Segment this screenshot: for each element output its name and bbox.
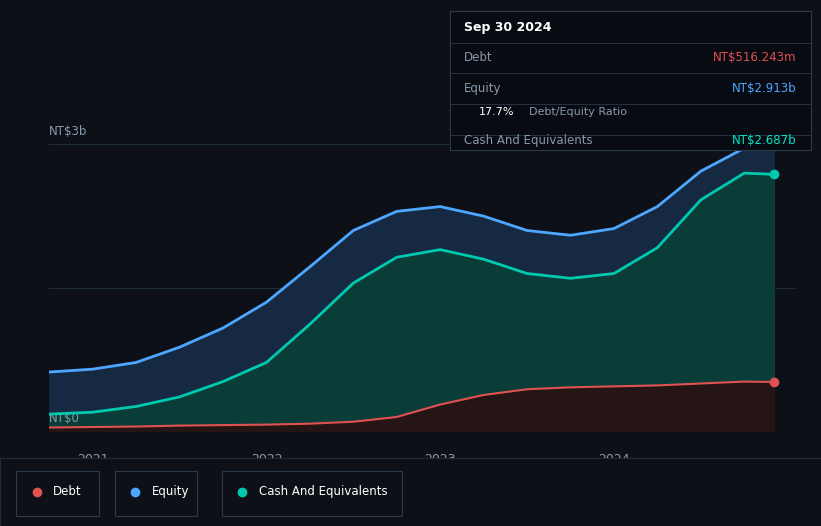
- Text: NT$0: NT$0: [49, 412, 80, 425]
- Text: Equity: Equity: [152, 485, 190, 498]
- Text: Equity: Equity: [465, 82, 502, 95]
- Text: NT$516.243m: NT$516.243m: [713, 52, 796, 64]
- FancyBboxPatch shape: [115, 471, 197, 515]
- Text: NT$3b: NT$3b: [49, 125, 88, 138]
- Text: 2024: 2024: [599, 453, 630, 467]
- Text: Debt/Equity Ratio: Debt/Equity Ratio: [530, 107, 627, 117]
- Text: Cash And Equivalents: Cash And Equivalents: [465, 134, 593, 147]
- Text: Debt: Debt: [465, 52, 493, 64]
- Text: NT$2.687b: NT$2.687b: [732, 134, 796, 147]
- Text: NT$2.913b: NT$2.913b: [732, 82, 796, 95]
- Text: 2021: 2021: [77, 453, 108, 467]
- FancyBboxPatch shape: [16, 471, 99, 515]
- FancyBboxPatch shape: [222, 471, 402, 515]
- Text: Sep 30 2024: Sep 30 2024: [465, 21, 552, 34]
- Text: 17.7%: 17.7%: [479, 107, 514, 117]
- Text: 2022: 2022: [250, 453, 282, 467]
- Text: Cash And Equivalents: Cash And Equivalents: [259, 485, 388, 498]
- Text: 2023: 2023: [424, 453, 456, 467]
- Text: Debt: Debt: [53, 485, 82, 498]
